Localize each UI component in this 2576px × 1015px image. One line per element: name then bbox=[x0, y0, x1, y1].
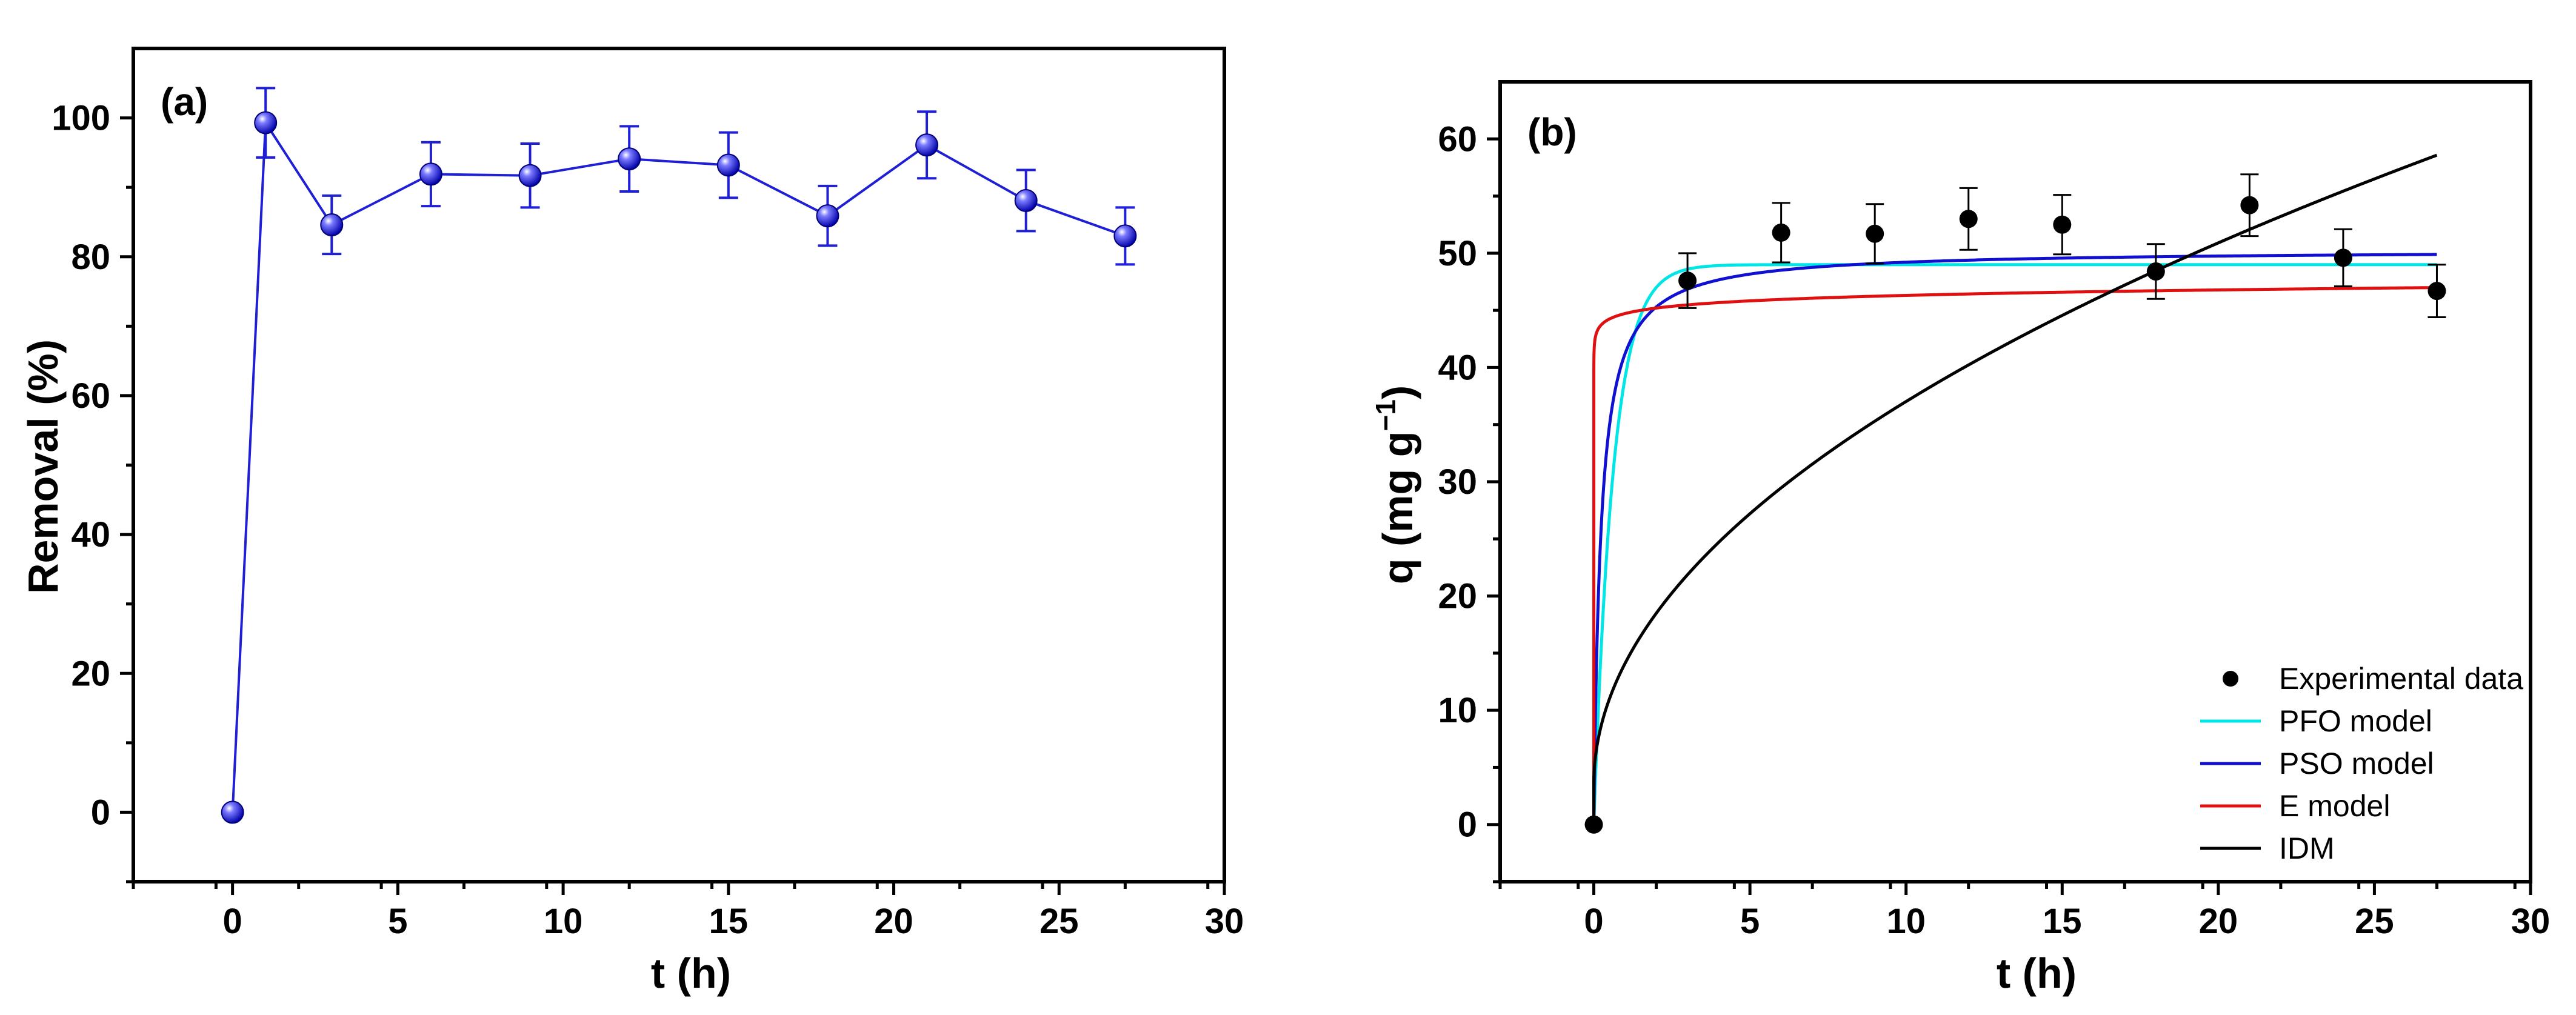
y-tick-label: 60 bbox=[1438, 119, 1477, 159]
removal-data-point bbox=[320, 213, 344, 237]
panel-b-y-title-end: ) bbox=[1374, 385, 1421, 399]
e-model-curve bbox=[1592, 286, 2437, 825]
experimental-data-point bbox=[1584, 815, 1603, 834]
y-tick-label: 20 bbox=[1438, 577, 1477, 616]
x-tick-label: 10 bbox=[544, 902, 583, 941]
panel-b-model-curves bbox=[1592, 153, 2438, 825]
x-tick-label: 5 bbox=[1740, 902, 1760, 941]
panel-b-y-axis-title: q (mg g−1) bbox=[1370, 385, 1421, 585]
idm-curve bbox=[1592, 153, 2438, 819]
legend-label-experimental: Experimental data bbox=[2279, 662, 2523, 696]
x-tick-label: 30 bbox=[1205, 902, 1244, 941]
experimental-data-point bbox=[1866, 224, 1884, 243]
panel-b-kinetics-chart: 0 5 10 15 20 25 30 0 10 20 30 40 50 60 (b) t (h) q (m… bbox=[1370, 80, 2550, 997]
experimental-data-point bbox=[2428, 282, 2446, 301]
experimental-data-point bbox=[1772, 223, 1790, 242]
panel-b-y-title-main: q (mg g bbox=[1374, 431, 1421, 585]
experimental-data-point bbox=[2240, 196, 2259, 215]
panel-a-x-axis-title: t (h) bbox=[651, 950, 731, 997]
experimental-data-point bbox=[2146, 262, 2165, 281]
removal-data-point bbox=[618, 147, 641, 171]
x-tick-label: 25 bbox=[2355, 902, 2394, 941]
y-tick-label: 40 bbox=[1438, 348, 1477, 387]
experimental-data-point bbox=[1678, 271, 1697, 290]
panel-b-ticks: 0 5 10 15 20 25 30 0 10 20 30 40 50 60 bbox=[1438, 119, 2550, 941]
legend-label: E model bbox=[2279, 789, 2390, 823]
x-tick-label: 15 bbox=[709, 902, 749, 941]
panel-b-legend: Experimental data PFO model PSO model E mod… bbox=[2200, 662, 2523, 865]
x-tick-label: 20 bbox=[874, 902, 913, 941]
removal-data-point bbox=[716, 153, 740, 177]
x-tick-label: 0 bbox=[1584, 902, 1603, 941]
legend-label: PSO model bbox=[2279, 747, 2434, 780]
panel-b-label: (b) bbox=[1527, 110, 1577, 154]
legend-label: IDM bbox=[2279, 831, 2335, 865]
experimental-data-point bbox=[1959, 210, 1978, 228]
panel-a-removal-chart: 0 5 10 15 20 25 30 0 20 40 60 80 100 (a) t (h) Remov… bbox=[19, 47, 1244, 997]
removal-data-point bbox=[254, 111, 278, 135]
pfo-model-curve bbox=[1592, 263, 2437, 825]
y-tick-label: 50 bbox=[1438, 234, 1477, 273]
panel-a-label: (a) bbox=[161, 80, 208, 124]
removal-data-point bbox=[221, 800, 244, 824]
removal-series-line bbox=[231, 119, 1126, 813]
experimental-data-point bbox=[2334, 248, 2352, 267]
removal-data-point bbox=[915, 133, 939, 157]
y-tick-label: 60 bbox=[71, 376, 110, 416]
y-tick-label: 10 bbox=[1438, 691, 1477, 730]
x-tick-label: 5 bbox=[388, 902, 407, 941]
panel-a-y-axis-title: Removal (%) bbox=[19, 339, 67, 594]
x-tick-label: 10 bbox=[1886, 902, 1926, 941]
removal-data-point bbox=[816, 204, 839, 228]
y-tick-label: 30 bbox=[1438, 462, 1477, 502]
panel-b-x-axis-title: t (h) bbox=[1997, 950, 2077, 997]
y-tick-label: 40 bbox=[71, 515, 110, 554]
removal-data-point bbox=[1014, 188, 1038, 212]
legend-marker-experimental bbox=[2223, 671, 2238, 687]
x-tick-label: 20 bbox=[2199, 902, 2238, 941]
removal-data-point bbox=[1113, 224, 1137, 248]
y-tick-label: 0 bbox=[91, 793, 110, 832]
experimental-data-point bbox=[2053, 215, 2072, 234]
y-tick-label: 20 bbox=[71, 654, 110, 693]
panel-b-y-title-sup: −1 bbox=[1370, 399, 1401, 431]
y-tick-label: 0 bbox=[1458, 805, 1477, 845]
pso-model-curve bbox=[1592, 253, 2437, 825]
y-tick-label: 100 bbox=[52, 99, 110, 138]
x-tick-label: 25 bbox=[1039, 902, 1079, 941]
x-tick-label: 0 bbox=[223, 902, 242, 941]
removal-data-point bbox=[518, 164, 542, 187]
x-tick-label: 15 bbox=[2043, 902, 2082, 941]
removal-data-point bbox=[419, 162, 442, 186]
y-tick-label: 80 bbox=[71, 238, 110, 277]
panel-a-series bbox=[221, 87, 1137, 824]
panel-b-experimental-points bbox=[1584, 173, 2446, 834]
panel-a-ticks: 0 5 10 15 20 25 30 0 20 40 60 80 100 bbox=[52, 99, 1244, 941]
legend-label: PFO model bbox=[2279, 704, 2432, 738]
x-tick-label: 30 bbox=[2511, 902, 2551, 941]
